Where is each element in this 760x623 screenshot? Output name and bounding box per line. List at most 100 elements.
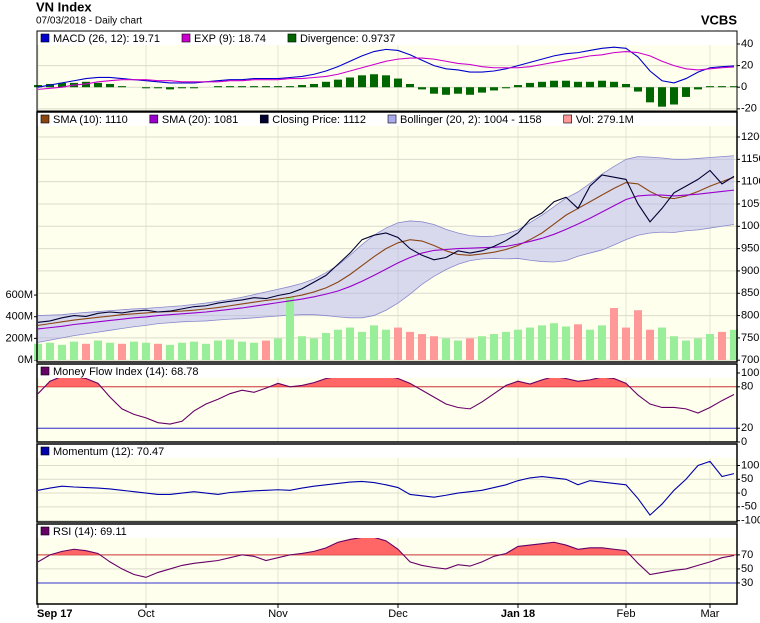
bar bbox=[238, 341, 246, 361]
bar bbox=[394, 78, 402, 88]
legend-swatch bbox=[287, 33, 297, 43]
bar bbox=[274, 86, 282, 88]
panel-border bbox=[36, 363, 738, 443]
bar bbox=[118, 343, 126, 361]
legend-strip bbox=[37, 364, 737, 378]
bar bbox=[550, 323, 558, 361]
bar bbox=[262, 86, 270, 88]
bar bbox=[190, 341, 198, 361]
legend-swatch bbox=[181, 33, 191, 43]
bar bbox=[706, 86, 714, 88]
bar bbox=[250, 342, 258, 361]
y-tick-label: 1100 bbox=[741, 176, 760, 188]
y-tick-label: -100 bbox=[741, 515, 760, 527]
bar bbox=[142, 87, 150, 89]
y-tick-label: 70 bbox=[741, 549, 753, 561]
bar bbox=[346, 327, 354, 361]
y-tick-label: 0 bbox=[741, 487, 747, 499]
bar bbox=[718, 86, 726, 88]
legend-swatch bbox=[40, 446, 50, 456]
bar bbox=[334, 79, 342, 88]
x-tick-label: Nov bbox=[268, 608, 288, 620]
y-tick-label: 30 bbox=[741, 577, 753, 589]
bar bbox=[562, 326, 570, 361]
bar bbox=[490, 334, 498, 361]
line bbox=[37, 460, 735, 516]
bar bbox=[202, 343, 210, 361]
bar bbox=[634, 87, 642, 92]
bar bbox=[658, 87, 666, 107]
bar bbox=[238, 86, 246, 88]
bar bbox=[682, 87, 690, 97]
bar bbox=[622, 327, 630, 361]
panel-border bbox=[36, 30, 738, 112]
bar bbox=[286, 297, 294, 361]
bar bbox=[418, 87, 426, 90]
chart-subtitle: 07/03/2018 - Daily chart bbox=[36, 16, 142, 27]
bar bbox=[358, 331, 366, 361]
legend-label: SMA (10): 1110 bbox=[53, 114, 128, 126]
y-tick-label: 80 bbox=[741, 381, 753, 393]
bar bbox=[118, 86, 126, 88]
legend-swatch bbox=[40, 33, 50, 43]
bar bbox=[730, 86, 738, 88]
y-tick-label: 950 bbox=[741, 243, 759, 255]
bar bbox=[490, 87, 498, 91]
bar bbox=[46, 342, 54, 361]
bar bbox=[94, 340, 102, 361]
bar bbox=[646, 87, 654, 103]
legend-swatch bbox=[259, 114, 269, 124]
bar bbox=[214, 86, 222, 88]
bar bbox=[670, 87, 678, 105]
legend-label: Momentum (12): 70.47 bbox=[53, 446, 164, 458]
bar bbox=[226, 339, 234, 361]
y-tick-label: 100 bbox=[741, 459, 759, 471]
bar bbox=[406, 331, 414, 361]
bar bbox=[178, 342, 186, 361]
line bbox=[37, 189, 735, 330]
bar bbox=[586, 81, 594, 88]
bar bbox=[478, 87, 486, 93]
bar bbox=[382, 75, 390, 88]
chart-title: VN Index bbox=[36, 0, 92, 14]
bar bbox=[718, 331, 726, 361]
y-tick-label: 850 bbox=[741, 287, 759, 299]
bar bbox=[694, 338, 702, 361]
y-tick-label: 50 bbox=[741, 563, 753, 575]
bar bbox=[478, 336, 486, 361]
legend-swatch bbox=[563, 114, 572, 124]
bar bbox=[58, 344, 66, 361]
bar bbox=[706, 334, 714, 361]
bar bbox=[166, 87, 174, 90]
bar bbox=[370, 74, 378, 88]
bar bbox=[562, 80, 570, 88]
legend-swatch bbox=[149, 114, 159, 124]
bar bbox=[286, 86, 294, 88]
y-tick-label: 20 bbox=[741, 422, 753, 434]
bar bbox=[454, 87, 462, 94]
bar bbox=[82, 343, 90, 361]
bar bbox=[130, 341, 138, 361]
bar bbox=[310, 338, 318, 361]
bar bbox=[466, 338, 474, 361]
bar bbox=[226, 86, 234, 88]
bar bbox=[34, 85, 42, 88]
bar bbox=[310, 83, 318, 88]
plot-background bbox=[37, 112, 737, 362]
legend-label: SMA (20): 1081 bbox=[162, 114, 238, 126]
legend-strip bbox=[37, 112, 737, 126]
bar bbox=[610, 308, 618, 361]
bar bbox=[502, 87, 510, 89]
bar bbox=[730, 329, 738, 361]
legend-label: Vol: 279.1M bbox=[576, 114, 634, 126]
bar bbox=[514, 329, 522, 361]
bar bbox=[526, 82, 534, 88]
bar bbox=[346, 77, 354, 88]
bar bbox=[190, 87, 198, 89]
bar bbox=[622, 83, 630, 88]
bar bbox=[550, 80, 558, 88]
band-lower bbox=[37, 224, 735, 343]
bar bbox=[142, 342, 150, 361]
